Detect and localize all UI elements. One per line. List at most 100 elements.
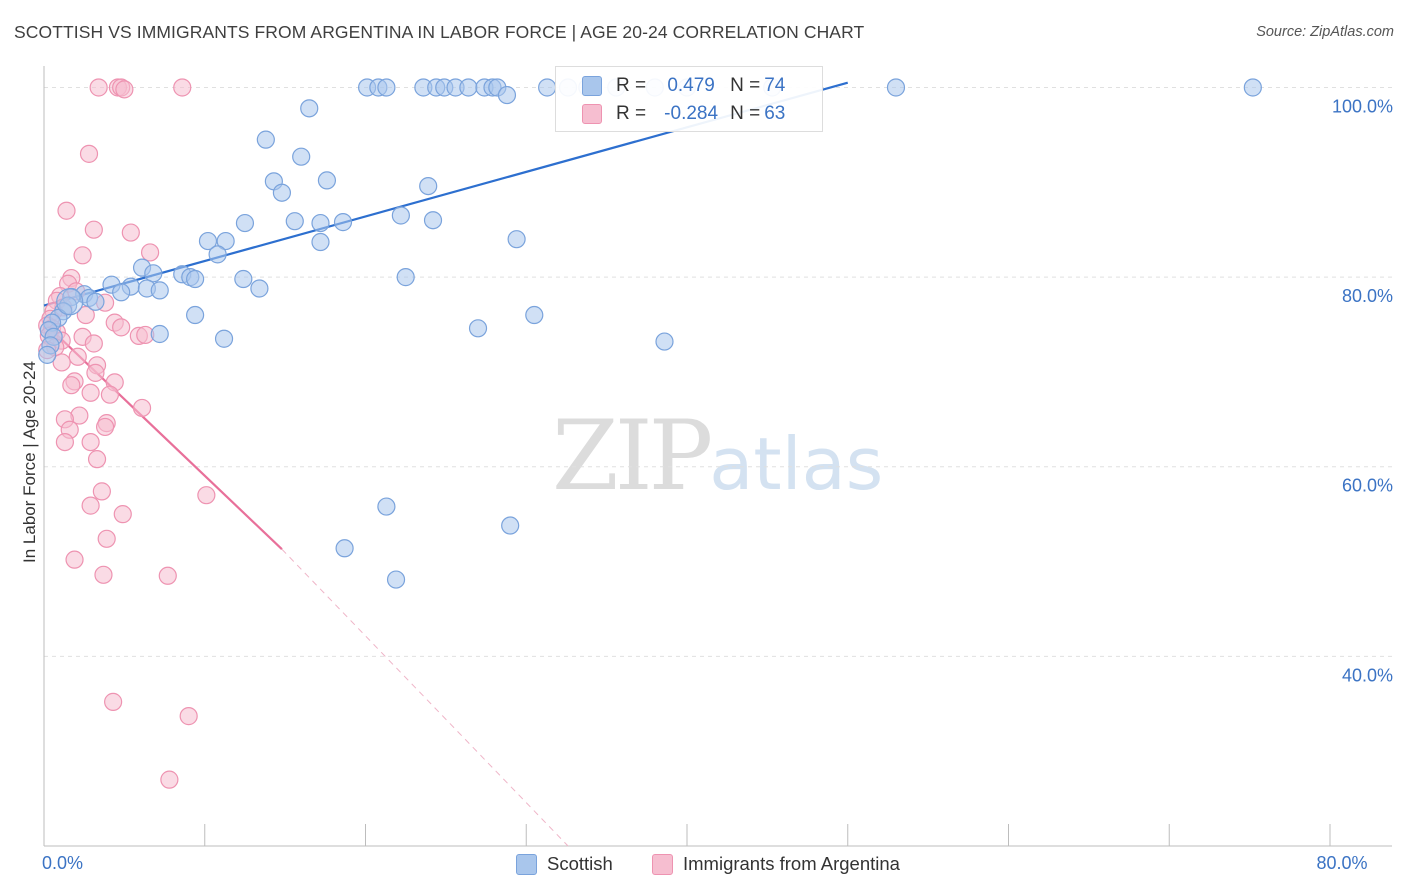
legend-swatch-blue [582, 76, 602, 96]
legend-n-label: N = [730, 103, 761, 124]
scottish-point [497, 85, 517, 105]
y-tick-label: 40.0% [1342, 665, 1393, 685]
scottish-point [377, 78, 396, 97]
scottish-point [886, 78, 906, 97]
scottish-point [317, 171, 337, 190]
scottish-point [292, 147, 311, 166]
argentina-point [86, 363, 105, 382]
argentina-point [84, 334, 103, 353]
argentina-point [79, 144, 99, 163]
scottish-point [333, 213, 353, 232]
legend-swatch-pink [582, 104, 602, 124]
legend-n-value: 63 [764, 103, 786, 124]
argentina-point [100, 385, 120, 404]
argentina-point [97, 529, 116, 548]
scottish-point [655, 332, 674, 351]
scottish-point [112, 283, 131, 302]
argentina-point [160, 770, 179, 789]
argentina-point [81, 383, 100, 402]
argentina-points [38, 78, 216, 789]
watermark: ZIPatlas [552, 400, 883, 512]
legend-n-value: 74 [764, 75, 786, 96]
argentina-point [62, 376, 81, 395]
source-credit: Source: ZipAtlas.com [1256, 24, 1394, 40]
argentina-point [112, 318, 131, 337]
scottish-point [144, 264, 163, 283]
scottish-point [186, 305, 205, 325]
argentina-point [84, 220, 103, 239]
legend-item-scottish: Scottish [516, 852, 613, 876]
argentina-point [76, 305, 95, 325]
scottish-point [423, 211, 443, 230]
argentina-trend-extension [281, 548, 569, 847]
stats-legend: R = 0.479 N = 74 R = -0.284 N = 63 [555, 66, 823, 132]
scottish-point [468, 319, 488, 338]
axes [43, 66, 1392, 847]
y-axis-label: In Labor Force | Age 20-24 [20, 361, 39, 563]
legend-swatch-pink [652, 853, 673, 875]
y-tick-label: 100.0% [1332, 96, 1393, 116]
argentina-point [87, 450, 107, 469]
scottish-cluster-point [56, 288, 84, 316]
scottish-point [235, 213, 255, 233]
scottish-point [234, 269, 253, 289]
argentina-point [104, 692, 123, 711]
argentina-point [115, 80, 134, 99]
legend-n-label: N = [730, 75, 761, 96]
scottish-point [459, 78, 478, 97]
scottish-point [186, 269, 205, 289]
argentina-point [73, 246, 92, 265]
scottish-point [525, 305, 544, 325]
argentina-point [81, 496, 100, 515]
argentina-point [94, 565, 113, 584]
scottish-point [250, 279, 269, 298]
scottish-point [1243, 78, 1262, 97]
argentina-point [197, 486, 216, 505]
grid [44, 86, 1392, 657]
scottish-point [396, 268, 415, 287]
legend-row-scottish: R = 0.479 N = 74 [582, 74, 785, 98]
scottish-point [214, 329, 234, 348]
legend-r-label: R = [616, 103, 647, 124]
watermark-atlas: atlas [709, 422, 884, 506]
argentina-point [81, 432, 100, 452]
argentina-point [57, 201, 76, 220]
argentina-point [92, 482, 111, 501]
argentina-point [89, 78, 108, 97]
scottish-point [150, 281, 169, 300]
scottish-point [285, 212, 304, 231]
scottish-point [311, 232, 330, 252]
scottish-point [272, 183, 292, 202]
y-tick-label: 80.0% [1342, 286, 1393, 306]
scottish-point [538, 78, 557, 97]
scottish-point [335, 539, 354, 558]
scottish-point [198, 231, 218, 251]
legend-label-argentina: Immigrants from Argentina [683, 853, 900, 874]
scottish-points [38, 78, 1262, 589]
trend-lines [43, 81, 849, 847]
argentina-point [173, 78, 192, 97]
argentina-point [158, 566, 177, 585]
x-tick-label: 0.0% [42, 853, 83, 873]
argentina-point [55, 432, 74, 452]
argentina-point [132, 398, 152, 418]
scottish-point [208, 245, 227, 264]
legend-label-scottish: Scottish [547, 853, 613, 874]
argentina-point [95, 417, 115, 437]
legend-r-label: R = [616, 75, 647, 96]
argentina-point [52, 353, 71, 372]
y-tick-label: 60.0% [1342, 476, 1393, 496]
argentina-point [113, 505, 132, 524]
chart-title: SCOTTISH VS IMMIGRANTS FROM ARGENTINA IN… [14, 22, 865, 42]
scottish-point [311, 213, 330, 233]
scottish-point [419, 176, 438, 196]
tick-labels: 100.0% 80.0% 60.0% 40.0% 0.0% 80.0% [42, 96, 1393, 873]
scottish-point [256, 130, 275, 149]
x-tick-label: 80.0% [1316, 853, 1367, 873]
watermark-zip: ZIP [552, 400, 713, 512]
argentina-point [121, 223, 140, 242]
legend-item-argentina: Immigrants from Argentina [652, 852, 900, 876]
scottish-point [38, 345, 57, 364]
legend-r-value: -0.284 [664, 103, 719, 124]
